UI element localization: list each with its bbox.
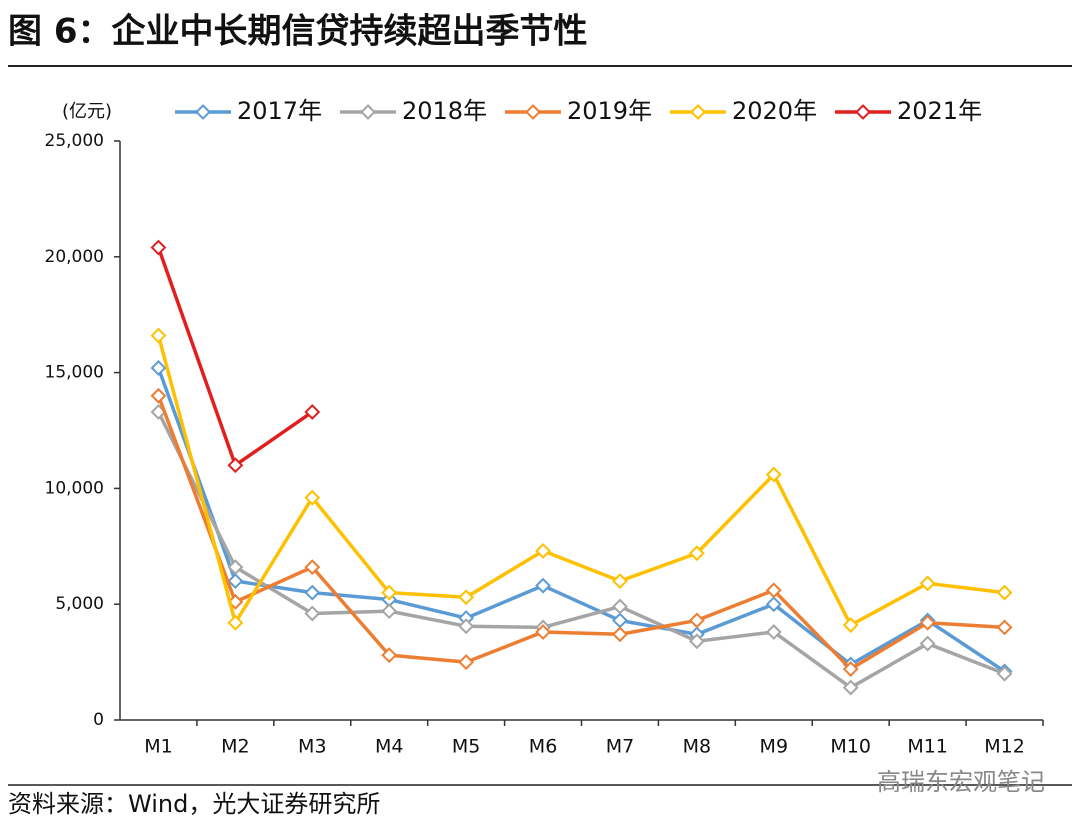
point-marker bbox=[150, 387, 167, 404]
point-marker bbox=[150, 360, 167, 376]
point-marker bbox=[535, 624, 551, 640]
point-marker bbox=[688, 612, 705, 629]
point-marker bbox=[227, 559, 244, 576]
y-axis-label: (亿元) bbox=[62, 101, 112, 122]
source: 资料来源：Wind，光大证券研究所 bbox=[8, 790, 380, 818]
legend-marker bbox=[360, 104, 376, 120]
legend-marker bbox=[525, 104, 541, 120]
point-marker bbox=[842, 679, 859, 696]
point-marker bbox=[304, 404, 321, 420]
x-tick-label: M6 bbox=[529, 736, 557, 758]
point-marker bbox=[150, 239, 167, 256]
point-marker bbox=[304, 584, 321, 601]
x-tick-label: M8 bbox=[683, 736, 711, 758]
point-marker bbox=[381, 603, 398, 620]
series-line bbox=[156, 367, 1006, 673]
x-tick-label: M4 bbox=[375, 736, 403, 758]
legend-label: 2017年 bbox=[237, 97, 322, 125]
point-marker bbox=[996, 584, 1013, 601]
point-marker bbox=[227, 457, 244, 474]
point-marker bbox=[535, 577, 551, 594]
point-marker bbox=[765, 582, 782, 599]
legend-label: 2018年 bbox=[402, 97, 487, 125]
point-marker bbox=[612, 573, 628, 589]
watermark: 高瑞东宏观笔记 bbox=[877, 768, 1045, 796]
point-marker bbox=[304, 559, 321, 576]
point-marker bbox=[458, 654, 475, 671]
point-marker bbox=[765, 624, 782, 640]
y-tick-label: 10,000 bbox=[45, 478, 104, 498]
point-marker bbox=[765, 596, 782, 613]
legend-marker bbox=[690, 104, 706, 120]
legend-label: 2021年 bbox=[897, 97, 982, 125]
point-marker bbox=[842, 661, 859, 677]
legend-label: 2019年 bbox=[567, 97, 652, 125]
point-marker bbox=[612, 612, 628, 629]
point-marker bbox=[535, 543, 551, 559]
legend-marker bbox=[855, 104, 871, 120]
x-tick-label: M10 bbox=[830, 736, 871, 758]
series-line bbox=[156, 395, 1005, 671]
point-marker bbox=[919, 614, 936, 631]
point-marker bbox=[227, 573, 244, 589]
x-tick-label: M11 bbox=[907, 736, 948, 758]
series-line bbox=[156, 335, 1005, 627]
point-marker bbox=[458, 589, 475, 606]
point-marker bbox=[765, 466, 782, 483]
y-tick-label: 20,000 bbox=[45, 247, 104, 267]
point-marker bbox=[381, 647, 398, 664]
x-tick-label: M1 bbox=[144, 736, 172, 758]
point-marker bbox=[996, 619, 1013, 636]
point-marker bbox=[304, 489, 321, 506]
point-marker bbox=[842, 617, 859, 633]
y-tick-label: 25,000 bbox=[45, 131, 104, 151]
legend-marker bbox=[195, 104, 211, 120]
point-marker bbox=[150, 327, 167, 344]
point-marker bbox=[458, 618, 475, 635]
series-line bbox=[156, 411, 1006, 690]
x-tick-label: M7 bbox=[606, 736, 634, 758]
point-marker bbox=[227, 614, 244, 631]
x-tick-label: M2 bbox=[221, 736, 249, 758]
legend-label: 2020年 bbox=[732, 97, 817, 125]
point-marker bbox=[996, 665, 1013, 682]
point-marker bbox=[688, 633, 705, 650]
point-marker bbox=[688, 545, 705, 562]
y-tick-label: 15,000 bbox=[45, 363, 104, 383]
point-marker bbox=[612, 626, 628, 643]
point-marker bbox=[919, 635, 936, 652]
point-marker bbox=[381, 584, 398, 601]
chart-title: 图 6：企业中长期信贷持续超出季节性 bbox=[8, 12, 588, 52]
y-tick-label: 5,000 bbox=[55, 594, 104, 614]
x-tick-label: M5 bbox=[452, 736, 480, 758]
x-tick-label: M3 bbox=[298, 736, 326, 758]
y-tick-label: 0 bbox=[93, 710, 104, 730]
x-tick-label: M9 bbox=[760, 736, 788, 758]
point-marker bbox=[304, 605, 321, 622]
point-marker bbox=[919, 575, 936, 592]
x-tick-label: M12 bbox=[984, 736, 1025, 758]
point-marker bbox=[612, 598, 628, 615]
